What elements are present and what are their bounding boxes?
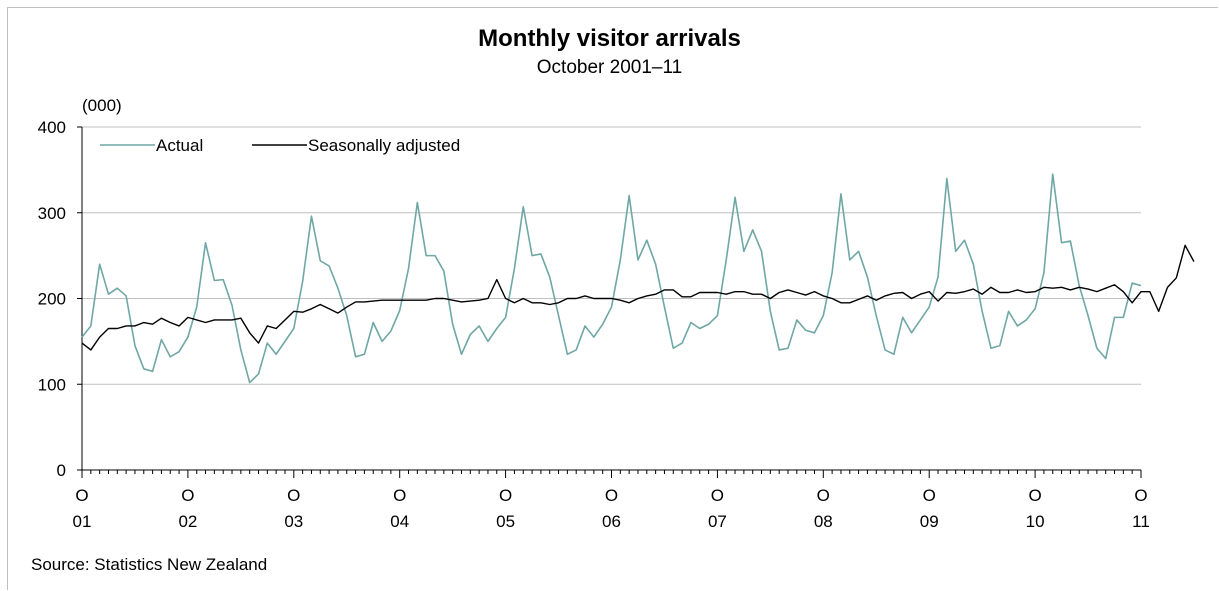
series-line-seasonally-adjusted <box>81 244 1195 351</box>
x-tick-month-label: O <box>1028 486 1041 505</box>
x-tick-year-label: 11 <box>1132 512 1150 531</box>
x-tick-month-label: O <box>923 486 936 505</box>
x-tick-year-label: 04 <box>390 512 409 531</box>
legend-label: Seasonally adjusted <box>308 136 460 155</box>
y-axis-unit-label: (000) <box>82 96 122 115</box>
x-tick-year-label: 10 <box>1026 512 1045 531</box>
x-tick-month-label: O <box>817 486 830 505</box>
chart-frame <box>7 7 1218 590</box>
y-tick-label: 300 <box>38 204 66 223</box>
x-tick-year-label: 05 <box>496 512 515 531</box>
y-tick-label: 0 <box>57 461 66 480</box>
x-tick-year-label: 07 <box>708 512 727 531</box>
x-tick-month-label: O <box>75 486 88 505</box>
x-tick-month-label: O <box>605 486 618 505</box>
x-tick-year-label: 06 <box>602 512 621 531</box>
x-tick-month-label: O <box>1134 486 1147 505</box>
y-tick-label: 200 <box>38 290 66 309</box>
x-tick-month-label: O <box>711 486 724 505</box>
chart-title: Monthly visitor arrivals <box>478 25 741 52</box>
x-tick-year-label: 03 <box>284 512 303 531</box>
series-line-actual <box>81 173 1142 384</box>
chart-subtitle: October 2001–11 <box>536 57 683 78</box>
x-tick-month-label: O <box>181 486 194 505</box>
source-note: Source: Statistics New Zealand <box>31 555 268 574</box>
x-tick-month-label: O <box>393 486 406 505</box>
y-tick-label: 400 <box>38 118 66 137</box>
x-tick-year-label: 02 <box>178 512 197 531</box>
x-tick-year-label: 08 <box>814 512 833 531</box>
x-tick-month-label: O <box>499 486 512 505</box>
x-tick-year-label: 01 <box>73 512 92 531</box>
x-tick-year-label: 09 <box>920 512 939 531</box>
x-tick-month-label: O <box>287 486 300 505</box>
y-tick-label: 100 <box>38 375 66 394</box>
legend-label: Actual <box>156 136 203 155</box>
